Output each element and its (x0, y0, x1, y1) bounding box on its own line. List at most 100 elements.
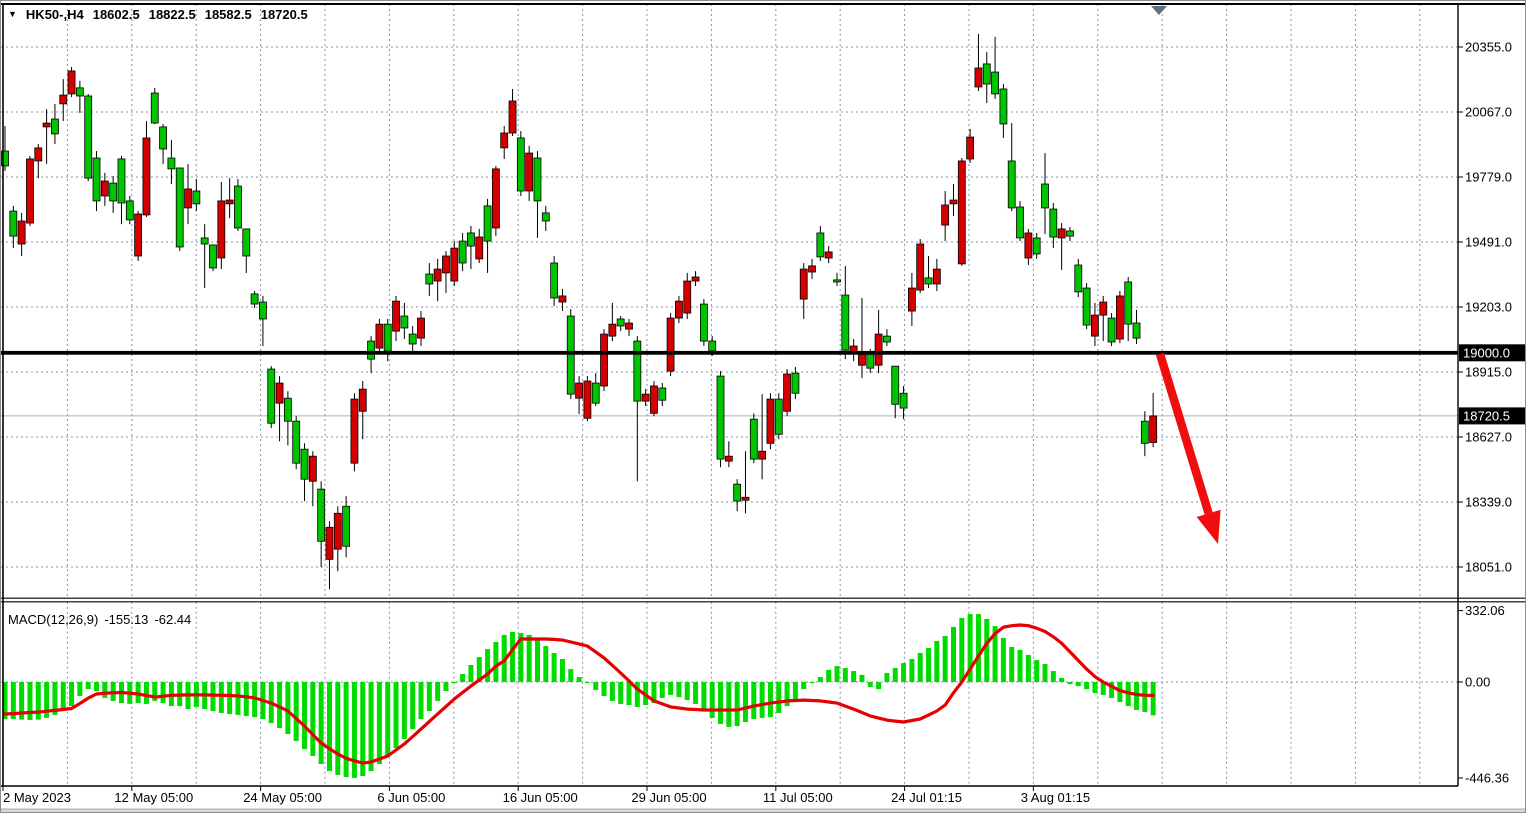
macd-bar (817, 677, 823, 682)
macd-bar (160, 682, 166, 704)
macd-bar (934, 640, 940, 682)
macd-bar (684, 682, 690, 701)
macd-bar (243, 682, 249, 716)
macd-bar (2, 682, 8, 719)
macd-bar (418, 682, 424, 719)
macd-bar (393, 682, 399, 749)
candle-body (17, 220, 26, 245)
price-axis[interactable]: 20355.0 20067.0 19779.0 19491.0 19203.0 18915… (1458, 40, 1526, 786)
candle-body (966, 136, 975, 160)
macd-bar (1142, 682, 1148, 713)
trend-arrow-shaft[interactable] (1155, 352, 1213, 515)
macd-bar (551, 652, 557, 682)
candle-body (109, 182, 118, 202)
macd-bar (767, 682, 773, 718)
symbol-timeframe-label: HK50-,H4 (25, 7, 84, 22)
macd-bar (1034, 660, 1040, 682)
candle-body (616, 318, 625, 327)
macd-bar (1075, 682, 1081, 687)
candle-body (1115, 295, 1124, 340)
candle-body (1007, 160, 1016, 209)
trend-arrow-head[interactable] (1196, 509, 1221, 544)
macd-bar (950, 626, 956, 682)
macd-bar (443, 682, 449, 692)
time-axis[interactable]: 2 May 2023 12 May 05:00 24 May 05:00 6 Jun … (2, 786, 1090, 805)
macd-bar (10, 682, 16, 719)
candle-body (417, 317, 425, 339)
macd-bar (35, 682, 41, 720)
candle-body (317, 488, 326, 542)
candle-body (500, 132, 509, 149)
candle-body (225, 199, 234, 205)
macd-bar (52, 682, 58, 715)
macd-bar (618, 682, 624, 704)
candle-body (242, 228, 251, 257)
candle-body (92, 157, 101, 202)
macd-bar (867, 682, 873, 687)
candle-body (1024, 232, 1033, 259)
candle-body (75, 87, 84, 97)
macd-bar (601, 682, 607, 696)
macd-bar (1092, 682, 1098, 693)
candle-body (59, 94, 68, 105)
macd-bar (1050, 671, 1056, 682)
candle-body (1066, 230, 1074, 237)
macd-bar (44, 682, 50, 718)
price-axis-label: 19491.0 (1465, 234, 1512, 249)
macd-bar (792, 682, 798, 699)
macd-bar (742, 682, 748, 722)
candle-body (150, 92, 159, 124)
candle-body (125, 200, 134, 221)
candle-body (982, 63, 991, 85)
candle-body (159, 126, 167, 150)
bottom-strip (1, 809, 1525, 812)
line-price-label: 19000.0 (1463, 345, 1510, 360)
time-axis-label: 3 Aug 01:15 (1021, 790, 1090, 805)
macd-bar (1100, 682, 1106, 695)
candle-body (550, 262, 559, 299)
macd-bar (909, 658, 915, 682)
macd-axis-label: 0.00 (1465, 675, 1490, 690)
current-price-label: 18720.5 (1463, 408, 1510, 423)
candle-body (741, 496, 750, 501)
price-axis-label: 20355.0 (1465, 40, 1512, 55)
macd-bar (510, 631, 516, 682)
candle-body (192, 190, 201, 205)
candle-body (483, 205, 492, 242)
candle-body (508, 100, 517, 134)
macd-bar (376, 682, 382, 764)
macd-bar (94, 682, 100, 692)
macd-axis-label: 332.06 (1465, 603, 1505, 618)
macd-bar (152, 682, 158, 701)
candle-body (675, 300, 683, 319)
candle-body (1049, 208, 1058, 238)
candle-body (691, 276, 700, 282)
macd-bar (485, 649, 491, 682)
candle-body (974, 67, 983, 88)
macd-indicator-name: MACD(12,26,9) (8, 612, 99, 627)
macd-bar (1084, 682, 1090, 690)
horizontal-line-19000[interactable] (1, 350, 1458, 355)
macd-bar (385, 682, 391, 756)
macd-bar (901, 663, 907, 682)
candle-body (783, 373, 791, 412)
macd-bar (426, 682, 432, 712)
macd-bar (842, 668, 848, 682)
macd-signal-value: -62.44 (154, 612, 192, 627)
candle-body (758, 450, 767, 460)
macd-bar (668, 682, 674, 695)
candle-body (42, 122, 51, 128)
macd-bar (1017, 649, 1023, 682)
candles-group (1, 33, 1158, 590)
macd-bar (759, 682, 765, 718)
macd-bar (143, 682, 149, 704)
macd-bar (69, 682, 75, 707)
candle-body (1082, 287, 1091, 326)
candle-body (749, 418, 758, 460)
macd-bar (476, 657, 482, 682)
candle-body (724, 455, 733, 462)
macd-bar (1150, 682, 1156, 716)
time-axis-label: 6 Jun 05:00 (377, 790, 445, 805)
